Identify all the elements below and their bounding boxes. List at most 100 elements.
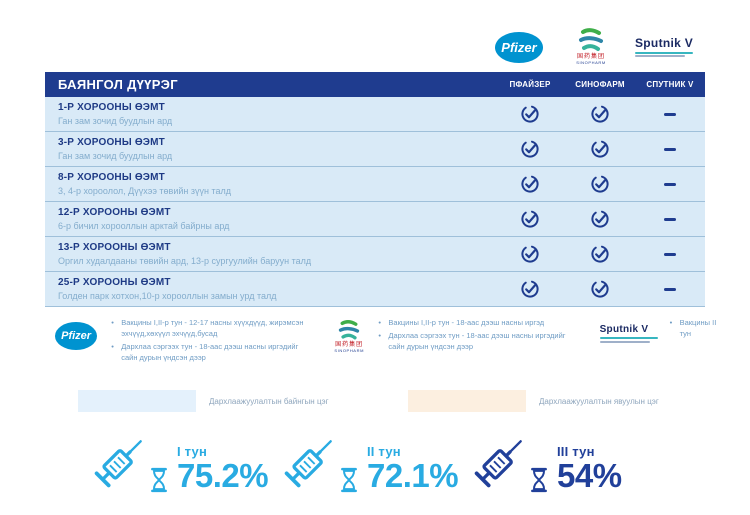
point-type-key: Дархлаажуулалтын байнгын цэг Дархлаажуул… (45, 390, 725, 412)
sputnik-availability-cell (635, 252, 705, 256)
icon-wrap (465, 426, 549, 494)
sputnik-legend: Sputnik V Вакцины II тун (599, 318, 725, 366)
site-address: 3, 4-р хороолол, Дүүхээ төвийн зүүн талд (58, 186, 231, 196)
site-address: Голден парк хотхон,10-р хорооллын замын … (58, 291, 277, 301)
pfizer-availability-cell (495, 209, 565, 229)
check-icon (521, 105, 539, 123)
hourglass-icon (531, 467, 547, 493)
sinopharm-legend-list: Вакцины I,II-р тун - 18-аас дээш насны и… (378, 318, 575, 355)
site-info: 12-Р ХОРООНЫ ӨЭМТ 6-р бичил хорооллын ар… (45, 207, 495, 231)
site-address: 6-р бичил хорооллын арктай байрны ард (58, 221, 230, 231)
pfizer-legend: Pfizer Вакцины I,II-р тун - 12-17 насны … (45, 318, 308, 366)
sinopharm-availability-cell (565, 174, 635, 194)
key-label: Дархлаажуулалтын байнгын цэг (209, 396, 329, 406)
pfizer-logo-text: Pfizer (501, 39, 537, 55)
stat-dose-3: III тун 54% (465, 426, 655, 494)
legend-item: Вакцины II тун (670, 318, 725, 340)
hourglass-icon (151, 467, 167, 493)
site-address: Оргил худалдааны төвийн ард, 13-р сургуу… (58, 256, 312, 266)
syringe-icon (284, 440, 332, 488)
icon-wrap (85, 426, 169, 494)
sputnik-tagline (599, 337, 658, 344)
site-name: 12-Р ХОРООНЫ ӨЭМТ (58, 207, 171, 218)
vaccine-legend: Pfizer Вакцины I,II-р тун - 12-17 насны … (45, 318, 725, 366)
stat-text: III тун 54% (557, 444, 622, 494)
table-row: 13-Р ХОРООНЫ ӨЭМТ Оргил худалдааны төвий… (45, 237, 705, 272)
table-body: 1-Р ХОРООНЫ ӨЭМТ Ган зам зочид буудлын а… (45, 97, 705, 307)
dash-icon (664, 182, 676, 186)
dose-statistics: I тун 75.2% (45, 426, 655, 494)
site-info: 25-Р ХОРООНЫ ӨЭМТ Голден парк хотхон,10-… (45, 277, 495, 301)
sinopharm-availability-cell (565, 209, 635, 229)
site-name: 25-Р ХОРООНЫ ӨЭМТ (58, 277, 171, 288)
site-info: 1-Р ХОРООНЫ ӨЭМТ Ган зам зочид буудлын а… (45, 102, 495, 126)
sinopharm-en-text: SINOPHARM (334, 348, 364, 354)
sputnik-tagline (635, 51, 693, 59)
sputnik-logo: Sputnik V (599, 324, 658, 344)
site-name: 1-Р ХОРООНЫ ӨЭМТ (58, 102, 165, 113)
dash-icon (664, 147, 676, 151)
legend-item: Дархлаа сэргээх тун - 18-аас дээш насны … (111, 342, 308, 364)
table-row: 3-Р ХОРООНЫ ӨЭМТ Ган зам зочид буудлын а… (45, 132, 705, 167)
check-icon (521, 245, 539, 263)
sputnik-availability-cell (635, 287, 705, 291)
sinopharm-waves-icon (579, 28, 603, 51)
dash-icon (664, 217, 676, 221)
check-icon (591, 105, 609, 123)
key-item-permanent: Дархлаажуулалтын байнгын цэг (45, 390, 375, 412)
table-row: 25-Р ХОРООНЫ ӨЭМТ Голден парк хотхон,10-… (45, 272, 705, 307)
check-icon (521, 280, 539, 298)
check-icon (591, 210, 609, 228)
site-info: 3-Р ХОРООНЫ ӨЭМТ Ган зам зочид буудлын а… (45, 137, 495, 161)
key-label: Дархлаажуулалтын явуулын цэг (539, 396, 659, 406)
check-icon (591, 280, 609, 298)
key-item-mobile: Дархлаажуулалтын явуулын цэг (375, 390, 705, 412)
sputnik-logo: Sputnik V (635, 36, 693, 59)
syringe-icon (474, 440, 522, 488)
pfizer-availability-cell (495, 244, 565, 264)
pfizer-logo: Pfizer (495, 31, 543, 63)
dose-percentage: 54% (557, 457, 622, 494)
check-icon (591, 175, 609, 193)
check-icon (521, 210, 539, 228)
check-icon (521, 140, 539, 158)
legend-item: Дархлаа сэргээх тун - 18-аас дээш насны … (378, 331, 575, 353)
sputnik-availability-cell (635, 147, 705, 151)
sputnik-logo-text: Sputnik V (635, 35, 694, 50)
sputnik-legend-list: Вакцины II тун (670, 318, 725, 342)
pfizer-legend-list: Вакцины I,II-р тун - 12-17 насны хүүхдүү… (111, 318, 308, 366)
sinopharm-logo: 国药集团 SINOPHARM (330, 320, 368, 354)
column-header-pfizer: ПФАЙЗЕР (509, 80, 551, 89)
mobile-point-swatch (408, 390, 526, 412)
pfizer-logo-text: Pfizer (61, 330, 92, 342)
sinopharm-legend: 国药集团 SINOPHARM Вакцины I,II-р тун - 18-а… (330, 318, 576, 366)
check-icon (591, 245, 609, 263)
sputnik-availability-cell (635, 112, 705, 116)
dose-label: I тун (177, 444, 207, 459)
table-row: 12-Р ХОРООНЫ ӨЭМТ 6-р бичил хорооллын ар… (45, 202, 705, 237)
pfizer-availability-cell (495, 104, 565, 124)
pfizer-availability-cell (495, 174, 565, 194)
check-icon (591, 140, 609, 158)
table-row: 8-Р ХОРООНЫ ӨЭМТ 3, 4-р хороолол, Дүүхээ… (45, 167, 705, 202)
stat-dose-1: I тун 75.2% (85, 426, 275, 494)
dose-label: III тун (557, 444, 595, 459)
sinopharm-availability-cell (565, 244, 635, 264)
pfizer-logo: Pfizer (55, 322, 98, 350)
stat-dose-2: II тун 72.1% (275, 426, 465, 494)
column-header-sputnik: СПУТНИК V (646, 80, 694, 89)
check-icon (521, 175, 539, 193)
sinopharm-logo: 国药集团 SINOPHARM (571, 28, 611, 66)
hourglass-icon (341, 467, 357, 493)
legend-item: Вакцины I,II-р тун - 12-17 насны хүүхдүү… (111, 318, 308, 340)
table-row: 1-Р ХОРООНЫ ӨЭМТ Ган зам зочид буудлын а… (45, 97, 705, 132)
pfizer-availability-cell (495, 139, 565, 159)
site-name: 8-Р ХОРООНЫ ӨЭМТ (58, 172, 165, 183)
permanent-point-swatch (78, 390, 196, 412)
site-address: Ган зам зочид буудлын ард (58, 116, 173, 126)
site-info: 13-Р ХОРООНЫ ӨЭМТ Оргил худалдааны төвий… (45, 242, 495, 266)
vaccination-table: БАЯНГОЛ ДҮҮРЭГ ПФАЙЗЕР СИНОФАРМ СПУТНИК … (45, 72, 705, 307)
sputnik-availability-cell (635, 217, 705, 221)
dash-icon (664, 252, 676, 256)
